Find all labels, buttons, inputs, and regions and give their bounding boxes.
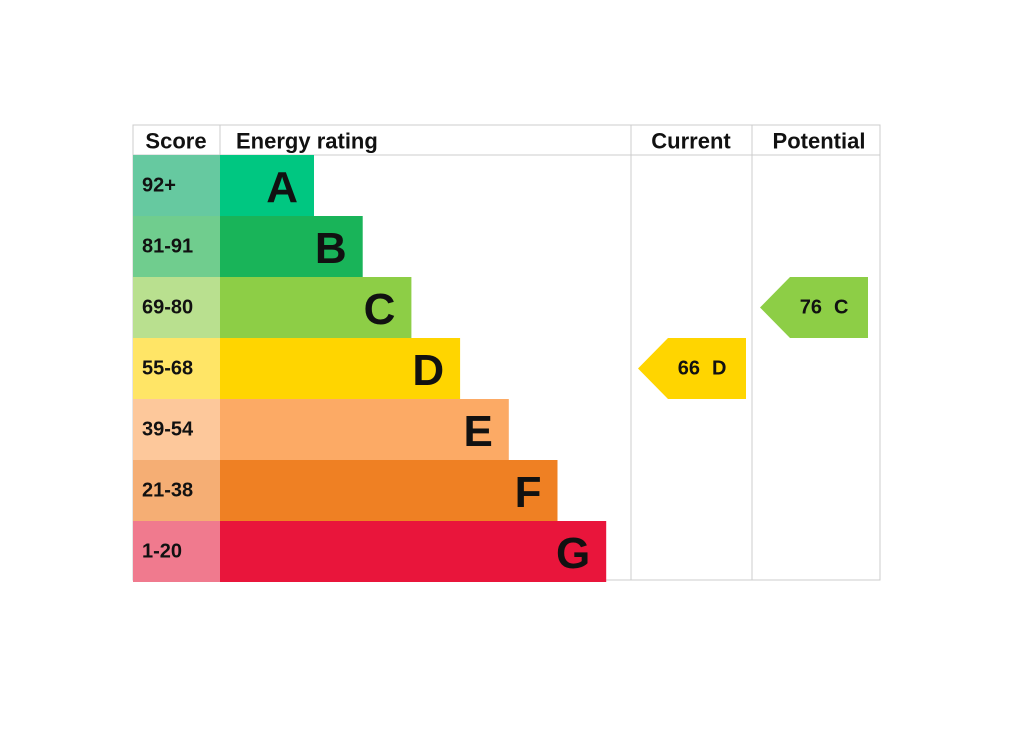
current-value: 66 <box>678 358 700 380</box>
header-rating: Energy rating <box>236 129 378 154</box>
score-cell <box>133 277 220 338</box>
potential-value: 76 <box>800 297 822 319</box>
score-label: 69-80 <box>142 297 193 319</box>
score-label: 39-54 <box>142 419 194 441</box>
potential-arrow <box>760 277 868 338</box>
rating-bar <box>220 277 412 338</box>
score-cell <box>133 521 220 582</box>
score-cell <box>133 338 220 399</box>
rating-letter: B <box>315 224 347 273</box>
potential-rating: C <box>834 297 848 319</box>
score-label: 92+ <box>142 175 176 197</box>
rating-bar <box>220 338 461 399</box>
score-cell <box>133 216 220 277</box>
rating-bar <box>220 216 363 277</box>
rating-letter: D <box>412 346 444 395</box>
current-arrow <box>638 338 746 399</box>
score-label: 1-20 <box>142 541 182 563</box>
header-current: Current <box>651 129 731 154</box>
score-cell <box>133 399 220 460</box>
current-rating: D <box>712 358 726 380</box>
score-cell <box>133 460 220 521</box>
score-label: 81-91 <box>142 236 193 258</box>
rating-bar <box>220 460 558 521</box>
rating-bar <box>220 521 607 582</box>
rating-letter: C <box>364 285 396 334</box>
rating-bar <box>220 399 509 460</box>
rating-letter: F <box>515 468 542 517</box>
header-score: Score <box>145 129 206 154</box>
score-cell <box>133 155 220 216</box>
rating-letter: E <box>463 407 492 456</box>
score-label: 55-68 <box>142 358 193 380</box>
score-label: 21-38 <box>142 480 193 502</box>
rating-letter: A <box>266 163 298 212</box>
rating-bar <box>220 155 314 216</box>
rating-letter: G <box>556 529 590 578</box>
header-potential: Potential <box>773 129 866 154</box>
